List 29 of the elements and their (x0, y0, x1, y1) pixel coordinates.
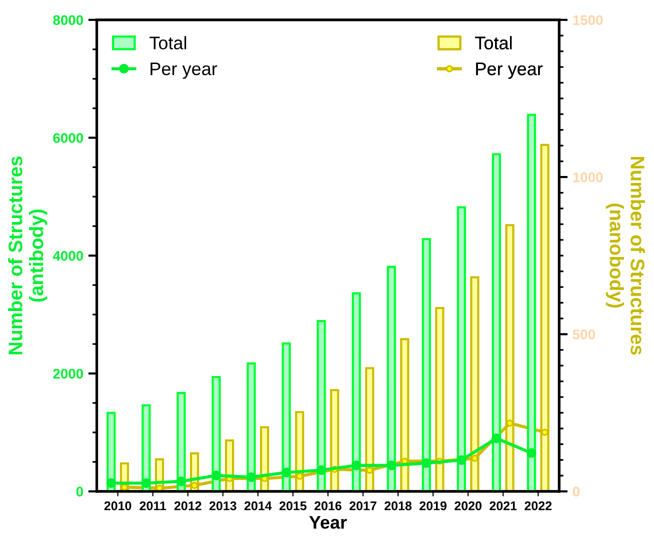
x-tick-label: 2012 (174, 501, 202, 510)
x-tick-label: 2015 (279, 501, 307, 510)
legend-label: Per year (476, 62, 543, 79)
y-axis-title: Number of Structures (antibody) (8, 156, 48, 354)
y-tick-label: 0 (76, 486, 84, 497)
legend-label: Total (475, 36, 512, 50)
y-tick-label: 6000 (53, 133, 84, 143)
x-tick-label: 2016 (314, 501, 342, 510)
x-tick-label: 2013 (209, 501, 236, 510)
y-tick-label: 8000 (53, 15, 84, 26)
y2-tick-label: 1000 (573, 172, 603, 182)
y-tick-label: 4000 (52, 250, 84, 261)
x-tick-label: 2014 (244, 501, 272, 510)
y2-tick-label: 500 (572, 330, 595, 340)
x-tick-label: 2010 (104, 501, 132, 510)
x-tick-label: 2021 (490, 501, 517, 510)
legend-label: Per year (150, 62, 218, 79)
x-tick-label: 2018 (384, 501, 412, 510)
x-tick-label: 2017 (350, 501, 376, 510)
y2-tick-label: 1500 (573, 15, 603, 26)
x-axis-title: Year (309, 516, 347, 529)
legend-label: Total (150, 36, 186, 50)
y2-axis-title: Number of Structures (nanobody) (606, 156, 645, 355)
y-tick-label: 2000 (53, 368, 84, 379)
x-tick-label: 2020 (454, 501, 482, 510)
x-tick-label: 2022 (524, 501, 552, 510)
x-tick-label: 2011 (140, 501, 166, 510)
x-tick-label: 2019 (420, 501, 447, 510)
y2-tick-label: 0 (572, 486, 580, 497)
